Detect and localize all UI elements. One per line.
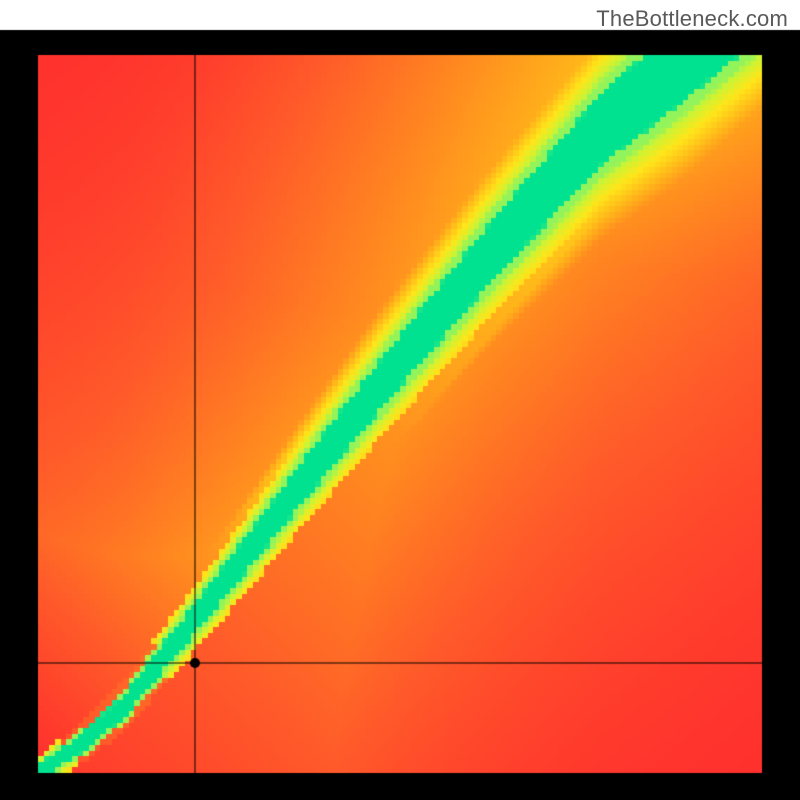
attribution-label: TheBottleneck.com bbox=[596, 6, 788, 32]
bottleneck-heatmap-canvas bbox=[0, 0, 800, 800]
